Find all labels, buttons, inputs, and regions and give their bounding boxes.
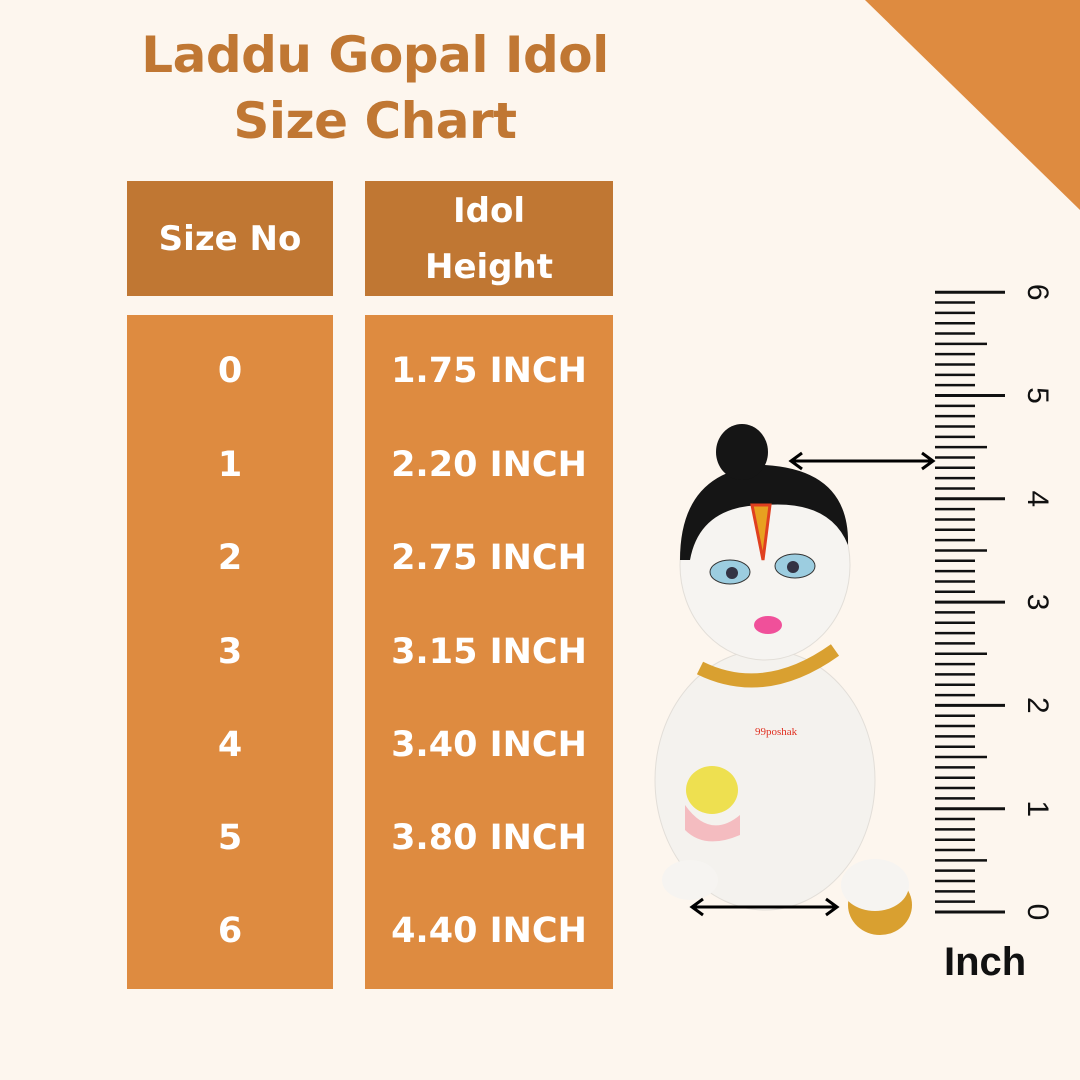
height-cell: 4.40 INCH [391,911,587,951]
size-cell: 3 [217,632,243,672]
ruler-label: 4 [1021,490,1054,507]
height-cell: 2.75 INCH [391,538,587,578]
height-cell: 1.75 INCH [391,351,587,391]
base-arrow [689,897,840,917]
height-arrow [788,451,936,471]
size-cell: 1 [217,445,243,485]
size-cell: 6 [217,911,243,951]
size-cell: 0 [217,351,243,391]
ruler-label: 2 [1021,697,1054,714]
height-cell: 2.20 INCH [391,445,587,485]
height-cell: 3.80 INCH [391,818,587,858]
ruler-label: 6 [1021,284,1054,301]
corner-decoration [865,0,1080,210]
size-cell: 2 [217,538,243,578]
size-column: 0 1 2 3 4 5 6 [127,315,333,989]
title-line-1: Laddu Gopal Idol [141,26,609,84]
height-cell: 3.15 INCH [391,632,587,672]
unit-label: Inch [944,940,1027,984]
header-label: Size No [158,218,302,259]
size-cell: 4 [217,725,243,765]
ruler-label: 5 [1021,387,1054,404]
ruler: 0 1 2 3 4 5 6 [935,284,1054,920]
title-line-2: Size Chart [233,92,517,150]
header-idol-height: Idol Height [365,181,613,296]
ruler-label: 0 [1021,904,1054,921]
watermark-logo: 99poshak [755,726,798,738]
ruler-label: 1 [1021,800,1054,817]
size-cell: 5 [217,818,243,858]
height-cell: 3.40 INCH [391,725,587,765]
height-column: 1.75 INCH 2.20 INCH 2.75 INCH 3.15 INCH 3.40… [365,315,613,989]
idol-figure: 99poshak [654,424,912,935]
header-size-no: Size No [127,181,333,296]
page-title: Laddu Gopal Idol Size Chart [100,22,650,154]
ruler-label: 3 [1021,594,1054,611]
header-label: Idol Height [425,190,553,287]
